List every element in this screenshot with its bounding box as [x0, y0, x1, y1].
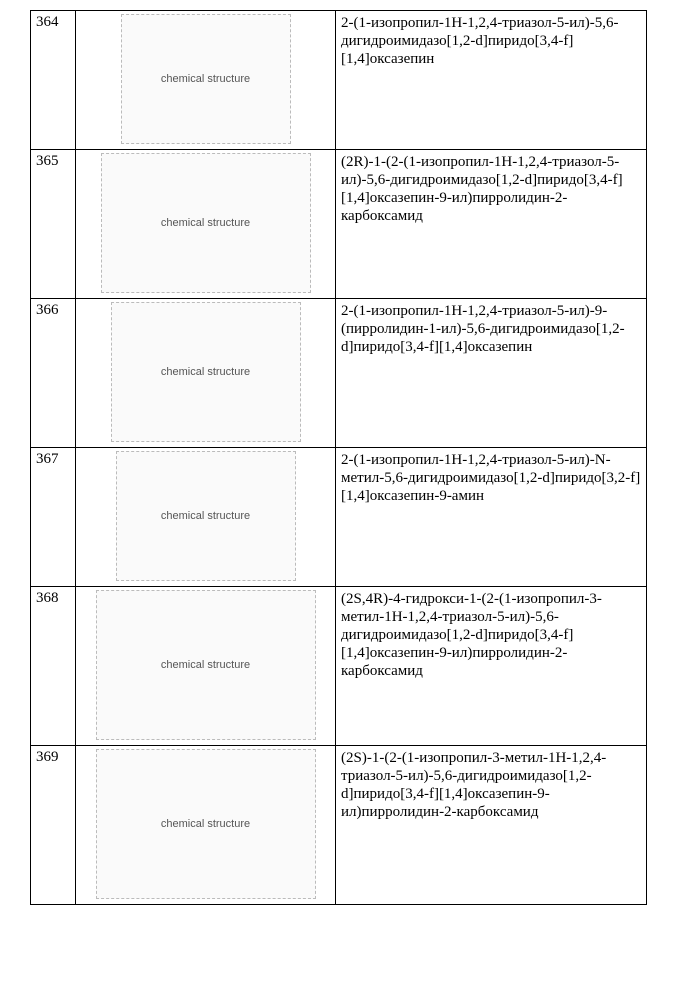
compound-name: 2-(1-изопропил-1H-1,2,4-триазол-5-ил)-N-… [336, 448, 647, 587]
structure-image: chemical structure [96, 749, 316, 899]
table-row: 368 chemical structure (2S,4R)-4-гидрокс… [31, 587, 647, 746]
structure-cell: chemical structure [76, 150, 336, 299]
table-row: 369 chemical structure (2S)-1-(2-(1-изоп… [31, 746, 647, 905]
compound-number: 368 [31, 587, 76, 746]
compound-number: 367 [31, 448, 76, 587]
structure-cell: chemical structure [76, 746, 336, 905]
structure-cell: chemical structure [76, 11, 336, 150]
structure-cell: chemical structure [76, 448, 336, 587]
structure-image: chemical structure [101, 153, 311, 293]
compound-number: 369 [31, 746, 76, 905]
table-row: 366 chemical structure 2-(1-изопропил-1H… [31, 299, 647, 448]
structure-cell: chemical structure [76, 587, 336, 746]
table-row: 365 chemical structure (2R)-1-(2-(1-изоп… [31, 150, 647, 299]
compound-name: (2S)-1-(2-(1-изопропил-3-метил-1H-1,2,4-… [336, 746, 647, 905]
compound-name: 2-(1-изопропил-1H-1,2,4-триазол-5-ил)-9-… [336, 299, 647, 448]
compound-number: 364 [31, 11, 76, 150]
compound-name: (2S,4R)-4-гидрокси-1-(2-(1-изопропил-3-м… [336, 587, 647, 746]
compound-table: 364 chemical structure 2-(1-изопропил-1H… [30, 10, 647, 905]
page: 364 chemical structure 2-(1-изопропил-1H… [0, 0, 677, 925]
table-row: 367 chemical structure 2-(1-изопропил-1H… [31, 448, 647, 587]
compound-number: 366 [31, 299, 76, 448]
structure-image: chemical structure [121, 14, 291, 144]
structure-cell: chemical structure [76, 299, 336, 448]
compound-name: 2-(1-изопропил-1H-1,2,4-триазол-5-ил)-5,… [336, 11, 647, 150]
table-row: 364 chemical structure 2-(1-изопропил-1H… [31, 11, 647, 150]
structure-image: chemical structure [116, 451, 296, 581]
compound-number: 365 [31, 150, 76, 299]
compound-name: (2R)-1-(2-(1-изопропил-1H-1,2,4-триазол-… [336, 150, 647, 299]
structure-image: chemical structure [111, 302, 301, 442]
structure-image: chemical structure [96, 590, 316, 740]
compound-table-body: 364 chemical structure 2-(1-изопропил-1H… [31, 11, 647, 905]
